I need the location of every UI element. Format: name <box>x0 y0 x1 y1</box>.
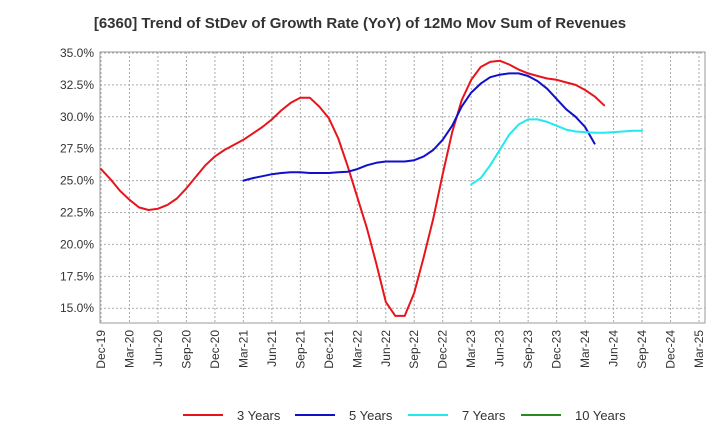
y-axis-ticks: 15.0% 17.5% 20.0% 22.5% 25.0% 27.5% 30.0% 32.5%… <box>60 46 94 315</box>
legend-swatch-3-years <box>183 414 223 416</box>
x-tick-label: Sep-24 <box>635 330 649 369</box>
x-axis-ticks: Dec-19 Mar-20 Jun-20 Sep-20 Dec-20 Mar-21 Jun-… <box>94 330 706 369</box>
x-tick-label: Jun-21 <box>265 330 279 367</box>
legend-swatch-10-years <box>521 414 561 416</box>
y-tick-label: 20.0% <box>60 237 94 251</box>
x-tick-label: Jun-20 <box>151 330 165 367</box>
y-tick-label: 15.0% <box>60 301 94 315</box>
legend-item-3-years[interactable]: 3 Years <box>183 405 280 425</box>
x-tick-label: Dec-23 <box>550 330 564 369</box>
x-tick-label: Sep-20 <box>179 330 193 369</box>
y-tick-label: 22.5% <box>60 206 94 220</box>
x-tick-label: Mar-21 <box>236 330 250 368</box>
x-tick-label: Dec-21 <box>322 330 336 369</box>
plot-area <box>99 51 706 324</box>
y-tick-label: 30.0% <box>60 110 94 124</box>
x-tick-label: Sep-21 <box>293 330 307 369</box>
x-tick-label: Mar-24 <box>578 330 592 368</box>
x-tick-label: Mar-22 <box>350 330 364 368</box>
x-tick-label: Dec-20 <box>208 330 222 369</box>
legend-label-3-years: 3 Years <box>237 407 281 423</box>
x-tick-label: Dec-24 <box>664 330 678 369</box>
x-tick-label: Dec-22 <box>436 330 450 369</box>
legend: 3 Years 5 Years 7 Years 10 Years <box>0 405 720 425</box>
x-tick-label: Sep-22 <box>407 330 421 369</box>
legend-swatch-5-years <box>295 414 335 416</box>
legend-label-7-years: 7 Years <box>462 407 506 423</box>
x-tick-label: Mar-23 <box>464 330 478 368</box>
y-tick-label: 35.0% <box>60 46 94 60</box>
y-tick-label: 32.5% <box>60 78 94 92</box>
legend-label-5-years: 5 Years <box>349 407 393 423</box>
series-line-7-years <box>470 118 643 186</box>
y-tick-label: 25.0% <box>60 174 94 188</box>
chart-title: [6360] Trend of StDev of Growth Rate (Yo… <box>93 15 627 32</box>
x-tick-label: Sep-23 <box>521 330 535 369</box>
legend-item-5-years[interactable]: 5 Years <box>295 405 392 425</box>
legend-item-7-years[interactable]: 7 Years <box>408 405 505 425</box>
series-line-3-years <box>100 59 606 317</box>
x-tick-label: Jun-22 <box>379 330 393 367</box>
y-tick-label: 27.5% <box>60 142 94 156</box>
series-line-5-years <box>242 72 596 182</box>
x-tick-label: Jun-24 <box>607 330 621 367</box>
y-tick-label: 17.5% <box>60 269 94 283</box>
x-tick-label: Mar-25 <box>692 330 706 368</box>
x-tick-label: Dec-19 <box>94 330 108 369</box>
legend-swatch-7-years <box>408 414 448 416</box>
x-tick-label: Mar-20 <box>122 330 136 368</box>
x-tick-label: Jun-23 <box>493 330 507 367</box>
series-lines <box>100 59 643 317</box>
legend-item-10-years[interactable]: 10 Years <box>521 405 626 425</box>
legend-label-10-years: 10 Years <box>575 407 626 423</box>
